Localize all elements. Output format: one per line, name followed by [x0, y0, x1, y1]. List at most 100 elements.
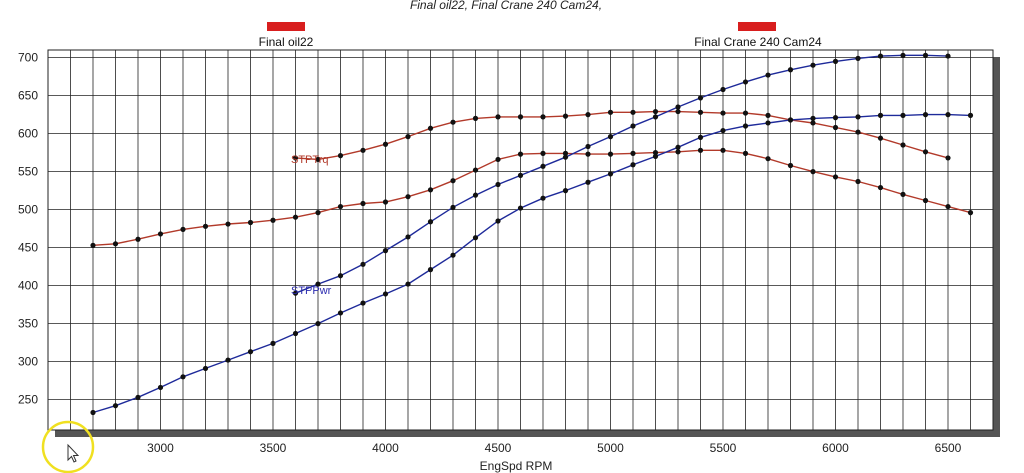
data-point-power — [472, 235, 479, 241]
data-point-power — [742, 79, 749, 85]
data-point-power — [315, 281, 321, 287]
data-point-torque — [292, 155, 299, 161]
data-point-power — [900, 52, 906, 58]
data-point-torque — [652, 108, 659, 115]
data-point-power — [450, 204, 456, 210]
data-point-power — [630, 123, 636, 129]
data-point-power — [292, 290, 299, 296]
data-point-torque — [270, 217, 276, 223]
series-label-torque: STPTrq — [291, 154, 329, 166]
y-tick-label: 300 — [18, 355, 38, 369]
data-point-power — [562, 154, 569, 160]
data-point-power — [787, 117, 794, 123]
data-point-power — [517, 205, 524, 211]
series-points — [90, 52, 974, 416]
data-point-power — [427, 267, 434, 273]
data-point-torque — [697, 109, 704, 115]
data-point-torque — [540, 114, 546, 120]
data-point-torque — [180, 226, 186, 232]
data-point-torque — [112, 241, 119, 247]
legend-swatch-1 — [738, 22, 776, 31]
grid — [48, 50, 993, 430]
data-point-power — [585, 179, 591, 185]
data-point-power — [405, 281, 411, 287]
y-tick-label: 450 — [18, 241, 38, 255]
data-point-torque — [855, 178, 861, 185]
data-point-power — [315, 321, 321, 327]
data-point-power — [765, 72, 771, 78]
data-point-power — [90, 409, 96, 416]
y-tick-label: 700 — [18, 51, 38, 65]
data-point-torque — [360, 147, 366, 153]
data-point-power — [607, 171, 614, 177]
data-point-power — [967, 112, 974, 118]
data-point-power — [472, 192, 479, 198]
data-point-power — [607, 134, 614, 140]
data-point-torque — [607, 109, 614, 115]
data-point-power — [202, 365, 209, 372]
series-line-power — [92, 113, 971, 414]
data-point-torque — [810, 120, 816, 126]
data-point-torque — [135, 236, 141, 242]
data-point-torque — [405, 194, 411, 200]
data-point-torque — [450, 178, 456, 184]
x-tick-label: 3000 — [147, 441, 174, 455]
data-point-power — [697, 95, 704, 101]
data-point-power — [787, 67, 794, 73]
y-axis-ticks: 250 300 350 400 450 500 550 600 650 700 — [18, 51, 38, 407]
data-point-torque — [967, 210, 974, 216]
data-point-torque — [292, 214, 299, 220]
x-axis-title: EngSpd RPM — [480, 459, 553, 473]
data-point-torque — [360, 200, 366, 207]
data-point-torque — [720, 110, 726, 116]
data-point-power — [495, 181, 501, 188]
data-point-power — [225, 357, 231, 363]
data-point-power — [360, 261, 366, 267]
data-point-torque — [585, 151, 591, 157]
data-point-torque — [472, 115, 479, 121]
data-point-torque — [495, 114, 501, 120]
data-point-power — [922, 52, 929, 58]
y-tick-label: 500 — [18, 203, 38, 217]
x-axis-ticks: 3000 3500 4000 4500 5000 5500 6000 6500 — [147, 441, 962, 455]
series-label-power: STPPwr — [291, 285, 332, 297]
data-point-power — [450, 252, 456, 258]
data-point-torque — [427, 187, 434, 193]
data-point-torque — [157, 231, 164, 237]
y-tick-label: 550 — [18, 165, 38, 179]
data-point-torque — [517, 151, 524, 157]
series-line-torque — [295, 110, 949, 161]
data-point-torque — [90, 242, 96, 248]
x-tick-label: 3500 — [260, 441, 287, 455]
data-point-power — [270, 340, 276, 346]
data-point-torque — [247, 219, 254, 226]
data-point-torque — [540, 150, 546, 156]
data-point-power — [247, 349, 254, 355]
data-point-power — [765, 120, 771, 126]
data-point-power — [562, 188, 569, 194]
chart-title: Final oil22, Final Crane 240 Cam24, — [410, 0, 602, 12]
data-point-power — [720, 127, 726, 134]
data-point-power — [135, 394, 141, 400]
data-point-torque — [562, 113, 569, 119]
data-point-power — [495, 218, 501, 224]
data-point-power — [337, 273, 344, 279]
data-point-torque — [450, 119, 456, 125]
data-point-torque — [697, 147, 704, 153]
data-point-power — [832, 115, 839, 121]
y-tick-label: 250 — [18, 393, 38, 407]
series-lines — [92, 54, 971, 414]
legend-swatch-0 — [267, 22, 305, 31]
x-tick-label: 4500 — [485, 441, 512, 455]
x-tick-label: 6500 — [935, 441, 962, 455]
data-point-torque — [855, 129, 861, 135]
data-point-torque — [607, 151, 614, 157]
mouse-cursor-icon — [41, 420, 95, 473]
data-point-torque — [382, 141, 389, 147]
data-point-power — [517, 172, 524, 178]
data-point-torque — [472, 167, 479, 173]
data-point-power — [900, 112, 906, 118]
data-point-torque — [742, 110, 749, 116]
data-point-torque — [832, 124, 839, 131]
